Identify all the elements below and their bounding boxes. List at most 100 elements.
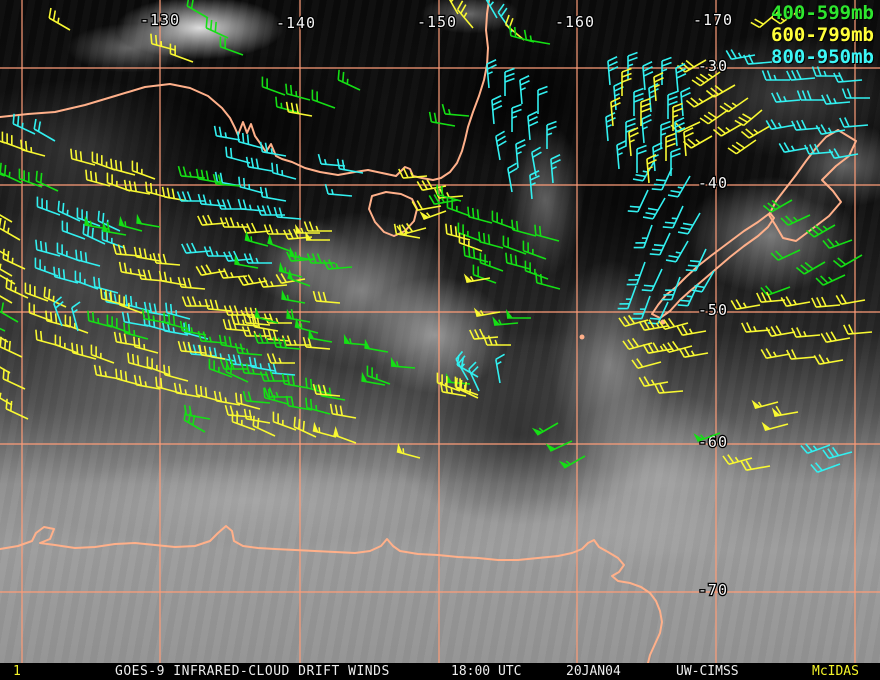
wind-barb-400-599mb bbox=[306, 253, 335, 264]
wind-barb-800-950mb bbox=[546, 120, 557, 149]
wind-barb-400-599mb bbox=[286, 308, 311, 323]
wind-barb-400-599mb bbox=[195, 168, 223, 184]
wind-barb-800-950mb bbox=[61, 220, 86, 240]
wind-barb-600-799mb bbox=[266, 353, 295, 364]
wind-barb-600-799mb bbox=[786, 349, 816, 360]
wind-barb-400-599mb bbox=[242, 390, 271, 404]
wind-barb-400-599mb bbox=[428, 111, 456, 127]
wind-barb-600-799mb bbox=[396, 222, 427, 235]
wind-barb-400-599mb bbox=[311, 89, 336, 109]
wind-barb-600-799mb bbox=[213, 390, 241, 406]
wind-barb-800-950mb bbox=[36, 196, 61, 216]
wind-barb-600-799mb bbox=[45, 310, 71, 328]
legend-item-600-799: 600-799mb bbox=[771, 24, 874, 46]
wind-barb-600-799mb bbox=[312, 290, 341, 304]
wind-barb-600-799mb bbox=[272, 411, 297, 431]
wind-barb-600-799mb bbox=[436, 372, 461, 392]
wind-barb-400-599mb bbox=[531, 422, 559, 436]
wind-barb-800-950mb bbox=[71, 301, 81, 332]
wind-barb-600-799mb bbox=[333, 425, 357, 444]
wind-barb-600-799mb bbox=[54, 334, 79, 354]
latitude-label: -40 bbox=[698, 174, 728, 192]
wind-barb-800-950mb bbox=[484, 0, 498, 19]
wind-barb-600-799mb bbox=[760, 348, 791, 359]
wind-level-legend: 400-599mb 600-799mb 800-950mb bbox=[771, 2, 874, 68]
wind-barb-600-799mb bbox=[456, 0, 474, 29]
wind-barb-800-950mb bbox=[237, 131, 263, 149]
wind-barb-800-950mb bbox=[786, 69, 816, 81]
product-title: GOES-9 INFRARED-CLOUD DRIFT WINDS bbox=[115, 664, 390, 679]
wind-barb-600-799mb bbox=[811, 296, 841, 308]
wind-barb-400-599mb bbox=[428, 194, 459, 205]
wind-barb-600-799mb bbox=[251, 316, 279, 332]
wind-barb-400-599mb bbox=[281, 289, 306, 304]
wind-barb-600-799mb bbox=[722, 454, 753, 465]
wind-barb-600-799mb bbox=[169, 43, 194, 63]
wind-barb-600-799mb bbox=[195, 264, 226, 276]
wind-barb-400-599mb bbox=[545, 440, 573, 452]
wind-barb-600-799mb bbox=[676, 325, 707, 336]
wind-barb-800-950mb bbox=[225, 146, 251, 164]
wind-barb-600-799mb bbox=[24, 282, 49, 302]
wind-barb-600-799mb bbox=[0, 263, 13, 277]
wind-barb-600-799mb bbox=[705, 84, 736, 98]
wind-barb-800-950mb bbox=[245, 156, 273, 172]
wind-barb-600-799mb bbox=[691, 71, 721, 87]
time-label: 18:00 UTC bbox=[451, 664, 522, 679]
wind-barb-800-950mb bbox=[680, 87, 691, 117]
wind-barb-600-799mb bbox=[455, 377, 479, 399]
wind-barb-600-799mb bbox=[482, 335, 511, 346]
wind-barb-400-599mb bbox=[205, 17, 229, 39]
wind-barb-600-799mb bbox=[0, 290, 13, 304]
wind-barb-800-950mb bbox=[670, 147, 681, 176]
wind-barb-800-950mb bbox=[771, 92, 801, 103]
wind-barb-800-950mb bbox=[197, 193, 226, 207]
wind-barb-800-950mb bbox=[317, 153, 346, 167]
wind-barb-400-599mb bbox=[492, 316, 519, 326]
wind-barb-400-599mb bbox=[261, 76, 286, 96]
wind-barb-600-799mb bbox=[646, 154, 657, 184]
latitude-label: -70 bbox=[698, 581, 728, 599]
wind-barb-800-950mb bbox=[324, 183, 353, 197]
wind-barb-400-599mb bbox=[535, 272, 561, 290]
wind-barb-400-599mb bbox=[305, 397, 331, 415]
wind-barb-800-950mb bbox=[336, 158, 364, 174]
wind-barb-600-799mb bbox=[295, 224, 320, 234]
wind-barb-600-799mb bbox=[163, 364, 189, 382]
wind-barb-600-799mb bbox=[275, 273, 306, 284]
wind-barb-800-950mb bbox=[271, 162, 297, 180]
wind-barb-800-950mb bbox=[660, 120, 671, 149]
wind-barb-400-599mb bbox=[308, 328, 333, 343]
wind-barb-400-599mb bbox=[693, 432, 721, 442]
wind-barb-400-599mb bbox=[467, 206, 493, 224]
wind-barb-600-799mb bbox=[2, 248, 26, 270]
wind-barb-600-799mb bbox=[312, 421, 337, 438]
wind-barb-800-950mb bbox=[203, 246, 232, 257]
wind-barb-800-950mb bbox=[53, 296, 64, 327]
wind-barb-800-950mb bbox=[519, 75, 530, 105]
wind-barb-800-950mb bbox=[486, 59, 497, 89]
wind-barb-600-799mb bbox=[622, 337, 653, 350]
wind-barb-800-950mb bbox=[641, 114, 652, 144]
wind-barb-600-799mb bbox=[118, 294, 143, 314]
wind-barb-600-799mb bbox=[0, 243, 9, 257]
wind-barb-400-599mb bbox=[436, 184, 462, 202]
wind-barb-600-799mb bbox=[0, 134, 6, 144]
longitude-label: -140 bbox=[276, 14, 316, 32]
wind-barb-800-950mb bbox=[527, 111, 539, 141]
wind-barb-800-950mb bbox=[33, 118, 56, 142]
wind-barb-600-799mb bbox=[654, 383, 684, 394]
wind-barb-400-599mb bbox=[795, 261, 826, 275]
wind-barb-400-599mb bbox=[318, 385, 346, 401]
wind-barb-800-950mb bbox=[822, 446, 853, 459]
wind-barb-600-799mb bbox=[305, 231, 330, 241]
wind-barb-400-599mb bbox=[285, 83, 311, 101]
wind-barb-600-799mb bbox=[628, 127, 639, 157]
wind-barb-600-799mb bbox=[610, 97, 621, 127]
legend-item-800-950: 800-950mb bbox=[771, 46, 874, 68]
wind-barb-800-950mb bbox=[143, 301, 171, 317]
wind-barb-600-799mb bbox=[173, 382, 201, 398]
wind-barb-800-950mb bbox=[691, 270, 715, 293]
wind-barb-600-799mb bbox=[115, 368, 141, 386]
wind-barb-400-599mb bbox=[762, 199, 793, 213]
